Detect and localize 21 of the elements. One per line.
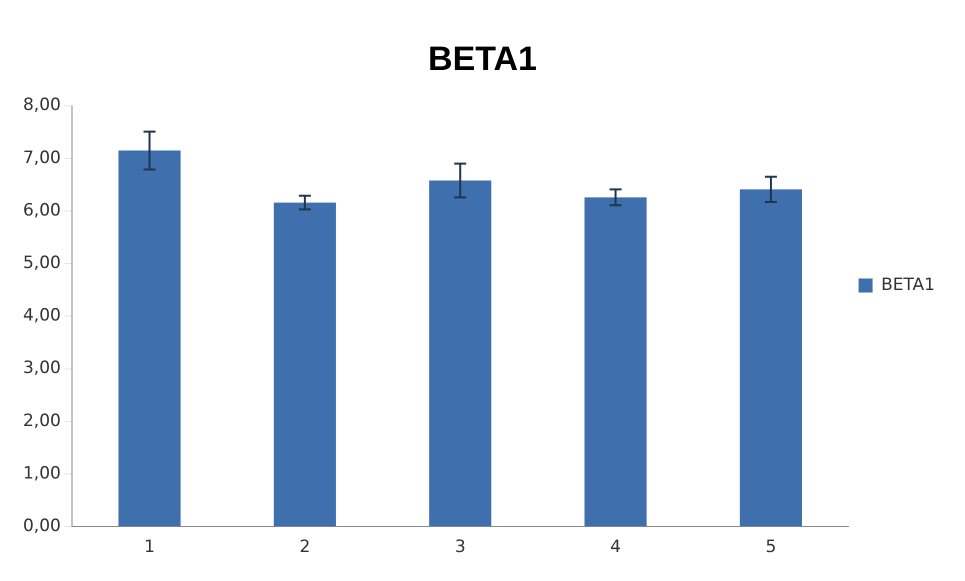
y-tick-label: 6,00 (22, 200, 61, 220)
y-tick-label: 2,00 (22, 410, 61, 431)
bar (740, 189, 802, 526)
bar (429, 180, 492, 526)
legend-label: BETA1 (881, 274, 936, 295)
bar (274, 202, 336, 526)
bar (118, 150, 181, 526)
chart-title: BETA1 (428, 40, 537, 78)
y-tick-label: 1,00 (22, 463, 61, 484)
x-tick-label: 5 (766, 537, 776, 558)
y-tick-label: 3,00 (22, 358, 61, 378)
bar (584, 197, 647, 526)
x-tick-label: 2 (299, 537, 310, 558)
x-tick-label: 4 (610, 537, 621, 558)
y-tick-label: 0,00 (22, 516, 61, 536)
x-tick-label: 1 (144, 537, 155, 558)
y-tick-label: 7,00 (22, 148, 61, 168)
y-tick-label: 8,00 (22, 95, 61, 116)
y-tick-label: 4,00 (22, 306, 61, 326)
y-tick-label: 5,00 (22, 253, 61, 274)
x-tick-label: 3 (454, 537, 466, 558)
